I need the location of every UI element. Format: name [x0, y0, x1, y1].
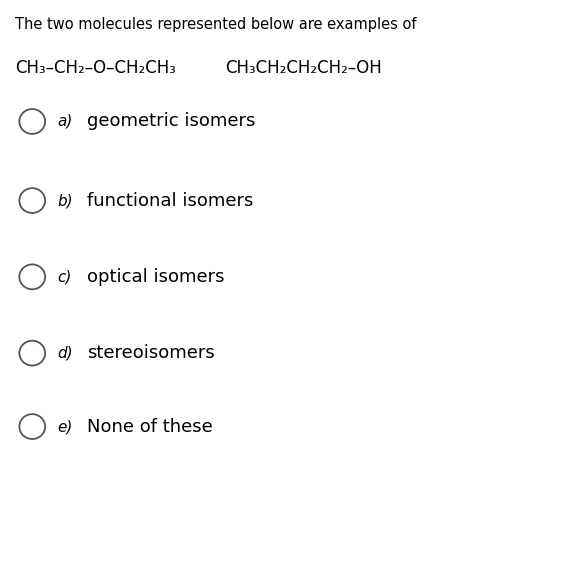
Text: e): e): [57, 419, 73, 434]
Text: c): c): [57, 270, 72, 284]
Text: b): b): [57, 193, 73, 208]
Text: a): a): [57, 114, 73, 129]
Text: CH₃CH₂CH₂CH₂–OH: CH₃CH₂CH₂CH₂–OH: [226, 59, 382, 77]
Text: None of these: None of these: [87, 418, 213, 436]
Text: functional isomers: functional isomers: [87, 192, 253, 210]
Text: optical isomers: optical isomers: [87, 268, 224, 286]
Text: The two molecules represented below are examples of: The two molecules represented below are …: [15, 17, 416, 32]
Text: CH₃–CH₂–O–CH₂CH₃: CH₃–CH₂–O–CH₂CH₃: [15, 59, 176, 77]
Text: stereoisomers: stereoisomers: [87, 344, 214, 362]
Text: geometric isomers: geometric isomers: [87, 112, 255, 131]
Text: d): d): [57, 346, 73, 360]
